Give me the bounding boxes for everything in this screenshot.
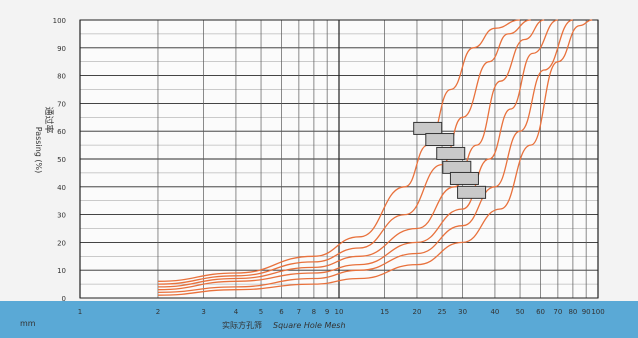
plot-frame: [79, 19, 599, 299]
x-tick-label: 30: [458, 308, 467, 316]
x-tick-label: 9: [325, 308, 329, 316]
y-tick-label: 80: [57, 73, 66, 81]
x-tick-label: 2: [156, 308, 160, 316]
y-tick-label: 40: [57, 184, 66, 192]
x-tick-label: 7: [297, 308, 301, 316]
x-axis-band: [0, 301, 638, 338]
series-line-3: [157, 19, 545, 288]
x-tick-label: 10: [335, 308, 344, 316]
series-line-5: [157, 19, 574, 294]
x-tick-label: 60: [536, 308, 545, 316]
y-tick-label: 30: [57, 212, 66, 220]
x-tick-label: 100: [591, 308, 604, 316]
y-tick-label: 20: [57, 239, 66, 247]
y-tick-label: 100: [53, 17, 66, 25]
x-tick-label: 3: [201, 308, 205, 316]
curve-tag-box: [449, 171, 479, 185]
x-tick-label: 8: [312, 308, 316, 316]
series-line-6: [157, 19, 593, 296]
x-tick-label: 1: [78, 308, 82, 316]
x-tick-label: 50: [516, 308, 525, 316]
curve-tag-4: [442, 160, 472, 174]
x-tick-label: 25: [438, 308, 447, 316]
x-tick-label: 4: [234, 308, 239, 316]
x-tick-label: 15: [380, 308, 389, 316]
curve-tag-1: [413, 121, 443, 135]
y-tick-label: 90: [57, 45, 66, 53]
x-tick-label: 5: [259, 308, 263, 316]
x-band: [0, 301, 638, 338]
x-tick-label: 90: [582, 308, 591, 316]
curve-tag-box: [425, 133, 455, 147]
x-axis-label-en: Square Hole Mesh: [273, 321, 346, 330]
curve-tag-2: [425, 133, 455, 147]
y-tick-label: 50: [57, 156, 66, 164]
x-axis-label-cn: 实际方孔筛: [222, 320, 262, 330]
curve-tag-box: [413, 121, 443, 135]
series-line-1: [157, 19, 521, 282]
curve-tag-5: [449, 171, 479, 185]
x-tick-label: 80: [568, 308, 577, 316]
curve-tag-box: [436, 146, 466, 160]
curve-tag-6: [457, 185, 487, 199]
x-tick-label: 6: [279, 308, 284, 316]
y-tick-labels: 0 10 20 30 40 50 60 70 80 90 100: [53, 17, 66, 303]
unit-label: mm: [20, 319, 36, 328]
y-tick-label: 0: [62, 295, 66, 303]
curve-tag-box: [442, 160, 472, 174]
series-line-2: [157, 19, 531, 285]
curve-tag-3: [436, 146, 466, 160]
y-tick-label: 60: [57, 128, 66, 136]
chart-series: [157, 19, 593, 296]
chart-annotations: [413, 121, 487, 199]
y-tick-label: 10: [57, 267, 66, 275]
x-tick-label: 40: [490, 308, 499, 316]
y-axis-label-cn: 通过率: [43, 106, 55, 133]
curve-tag-box: [457, 185, 487, 199]
y-axis-label-en: Passing (%): [34, 127, 43, 173]
series-line-4: [157, 19, 559, 291]
x-tick-label: 70: [553, 308, 562, 316]
y-tick-label: 70: [57, 100, 66, 108]
x-tick-label: 20: [413, 308, 422, 316]
x-tick-labels: 1 2 3 4 5 6 7 8 9 10 15 20 25 30 40 50 60 70 80 90 100: [78, 308, 605, 316]
